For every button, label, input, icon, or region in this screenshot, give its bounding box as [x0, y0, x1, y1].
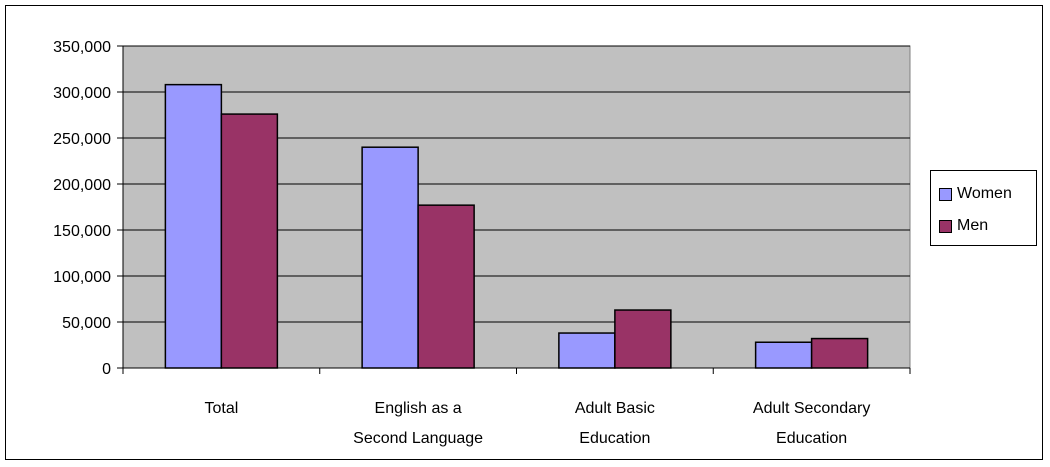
legend-item-men: Men: [939, 215, 988, 237]
y-tick-label: 350,000: [53, 39, 111, 56]
legend-swatch-women: [939, 187, 952, 201]
y-tick-label: 0: [102, 361, 111, 378]
legend-label-women: Women: [957, 185, 1012, 202]
bar-men: [810, 337, 869, 369]
x-category-label: Education: [579, 430, 650, 447]
x-category-label: Second Language: [353, 430, 483, 447]
legend-item-women: Women: [939, 183, 1012, 205]
legend-label-men: Men: [957, 217, 989, 234]
y-tick-label: 100,000: [53, 269, 111, 286]
x-category-label: Total: [204, 400, 238, 417]
x-category-label: Adult Basic: [575, 400, 655, 417]
x-category-label: English as a: [375, 400, 462, 417]
x-category-label: Education: [776, 430, 847, 447]
legend: Women Men: [930, 170, 1037, 246]
bar-women: [558, 332, 616, 369]
x-category-label: Adult Secondary: [753, 400, 870, 417]
y-tick-label: 250,000: [53, 131, 111, 148]
bar-women: [361, 146, 419, 369]
bar-men: [220, 113, 279, 369]
bar-men: [417, 204, 475, 369]
y-tick-label: 50,000: [62, 315, 111, 332]
y-tick-label: 300,000: [53, 85, 111, 102]
bar-women: [164, 83, 223, 369]
legend-swatch-men: [939, 219, 952, 233]
y-tick-label: 150,000: [53, 223, 111, 240]
y-tick-label: 200,000: [53, 177, 111, 194]
bar-men: [614, 309, 672, 369]
bar-women: [754, 341, 813, 369]
